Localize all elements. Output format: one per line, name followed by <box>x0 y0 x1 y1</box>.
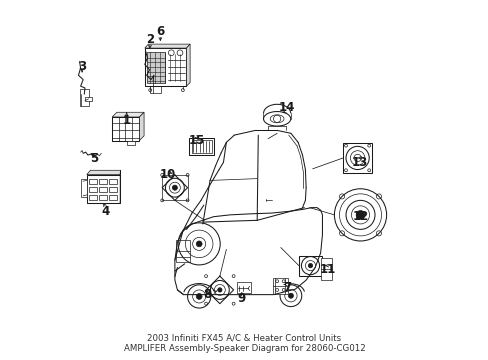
Bar <box>109 179 117 184</box>
Bar <box>272 278 287 293</box>
Circle shape <box>307 264 312 268</box>
Bar <box>109 186 117 192</box>
Bar <box>176 239 190 262</box>
Bar <box>99 179 106 184</box>
Text: 3: 3 <box>78 60 86 73</box>
Polygon shape <box>144 44 190 48</box>
Bar <box>162 175 187 201</box>
Text: 14: 14 <box>279 102 295 114</box>
Bar <box>88 194 97 201</box>
Bar <box>99 194 106 201</box>
Bar <box>343 143 371 173</box>
Circle shape <box>288 293 293 298</box>
Text: 11: 11 <box>319 263 335 276</box>
Circle shape <box>217 288 222 292</box>
Bar <box>298 256 322 276</box>
Text: 2003 Infiniti FX45 A/C & Heater Control Units
AMPLIFER Assembly-Speaker Diagram : 2003 Infiniti FX45 A/C & Heater Control … <box>123 333 365 353</box>
Bar <box>99 186 106 192</box>
Text: 15: 15 <box>188 134 204 147</box>
Text: 10: 10 <box>159 168 175 181</box>
Circle shape <box>172 185 177 190</box>
Polygon shape <box>86 170 120 175</box>
Bar <box>80 89 88 106</box>
Text: 5: 5 <box>90 152 98 165</box>
Bar <box>109 194 117 201</box>
Circle shape <box>196 293 202 300</box>
Circle shape <box>196 241 202 247</box>
Bar <box>88 179 97 184</box>
Bar <box>112 117 139 140</box>
Bar <box>149 80 161 93</box>
Text: 12: 12 <box>352 210 368 223</box>
Bar <box>126 140 134 145</box>
Text: 8: 8 <box>203 288 211 301</box>
Text: 7: 7 <box>283 281 291 294</box>
Polygon shape <box>112 112 144 117</box>
Bar <box>146 52 165 82</box>
Bar <box>321 258 331 280</box>
Text: 6: 6 <box>156 25 164 38</box>
Bar <box>236 282 250 293</box>
Bar <box>81 179 86 197</box>
Bar <box>88 186 97 192</box>
Text: 4: 4 <box>102 205 110 218</box>
Text: 2: 2 <box>146 32 154 45</box>
Text: 9: 9 <box>237 292 245 305</box>
Bar <box>191 140 211 153</box>
Bar <box>146 79 150 84</box>
Bar <box>144 48 186 86</box>
Bar <box>86 175 120 203</box>
Bar <box>189 138 214 155</box>
Polygon shape <box>139 112 144 140</box>
Polygon shape <box>186 44 190 86</box>
Bar <box>85 97 91 102</box>
Circle shape <box>355 211 364 219</box>
Text: 1: 1 <box>122 114 130 127</box>
Text: 13: 13 <box>351 156 367 169</box>
